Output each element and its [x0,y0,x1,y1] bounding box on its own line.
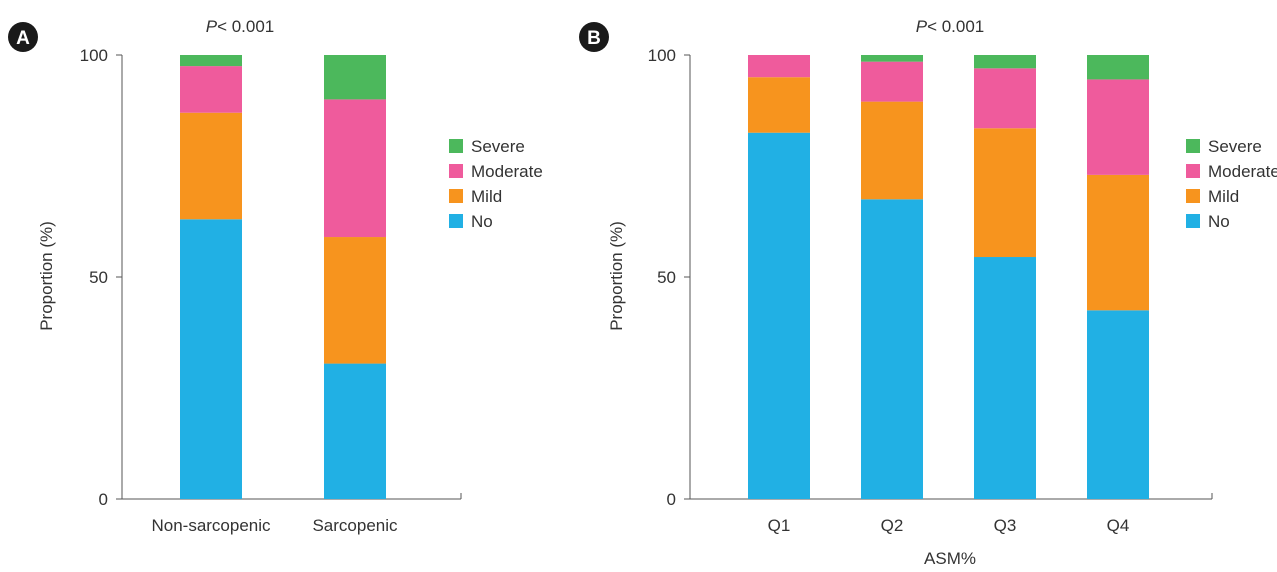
bar-b-q1-no [748,132,810,499]
legend-b: Severe Moderate Mild No [1186,137,1277,231]
legend-label-b-no: No [1208,212,1230,231]
legend-label-b-mild: Mild [1208,187,1239,206]
bar-b-q1-moderate [748,55,810,78]
p-value-a-text: < 0.001 [217,17,274,36]
y-tick-label-a-0: 0 [99,490,108,509]
bar-b-q1-mild [748,77,810,133]
bar-b-q4-mild [1087,174,1149,311]
panel-badge-b: B [579,22,609,52]
bar-a-non-sarcopenic-severe [180,55,242,67]
bar-a-non-sarcopenic-no [180,219,242,499]
y-ticks-a: 0 50 100 [80,46,122,509]
legend-swatch-a-moderate [449,164,463,178]
legend-swatch-b-severe [1186,139,1200,153]
legend-swatch-b-mild [1186,189,1200,203]
x-axis-title-b: ASM% [924,549,976,568]
x-tick-label-b-q2: Q2 [881,516,904,535]
bars-b [748,55,1149,500]
bar-a-sarcopenic-moderate [324,99,386,238]
p-value-b-text: < 0.001 [927,17,984,36]
legend-swatch-a-mild [449,189,463,203]
x-categories-b: Q1 Q2 Q3 Q4 [768,516,1130,535]
bar-a-sarcopenic-no [324,363,386,499]
bar-b-q4-no [1087,310,1149,499]
y-tick-label-b-100: 100 [648,46,676,65]
bars-a [180,55,386,499]
bar-b-q2-severe [861,55,923,62]
x-tick-label-a-non-sarcopenic: Non-sarcopenic [151,516,271,535]
legend-swatch-b-moderate [1186,164,1200,178]
legend-label-a-no: No [471,212,493,231]
panel-badge-a: A [8,22,38,52]
y-axis-title-a: Proportion (%) [37,221,56,331]
p-value-a: P< 0.001 [206,17,275,36]
bar-b-q2-moderate [861,61,923,102]
y-tick-label-b-0: 0 [667,490,676,509]
legend-label-b-moderate: Moderate [1208,162,1277,181]
y-tick-label-a-50: 50 [89,268,108,287]
legend-label-b-severe: Severe [1208,137,1262,156]
x-categories-a: Non-sarcopenic Sarcopenic [151,516,398,535]
x-tick-label-b-q4: Q4 [1107,516,1130,535]
bar-b-q4-severe [1087,55,1149,80]
legend-a: Severe Moderate Mild No [449,137,543,231]
bar-a-sarcopenic-mild [324,237,386,364]
x-tick-label-a-sarcopenic: Sarcopenic [312,516,398,535]
bar-b-q2-no [861,199,923,500]
x-tick-label-b-q3: Q3 [994,516,1017,535]
legend-label-a-moderate: Moderate [471,162,543,181]
legend-swatch-b-no [1186,214,1200,228]
bar-b-q3-mild [974,128,1036,258]
y-tick-label-a-100: 100 [80,46,108,65]
bar-b-q4-moderate [1087,79,1149,175]
bar-b-q3-severe [974,55,1036,69]
bar-b-q2-mild [861,101,923,200]
legend-swatch-a-severe [449,139,463,153]
p-value-b: P< 0.001 [916,17,985,36]
legend-swatch-a-no [449,214,463,228]
bar-a-non-sarcopenic-mild [180,112,242,220]
bar-b-q3-no [974,257,1036,499]
panel-badge-b-text: B [587,28,601,49]
p-value-b-symbol: P [916,17,928,36]
bar-a-sarcopenic-severe [324,55,386,100]
panel-badge-a-text: A [16,28,30,49]
bar-a-non-sarcopenic-moderate [180,66,242,113]
p-value-a-symbol: P [206,17,218,36]
legend-label-a-mild: Mild [471,187,502,206]
y-ticks-b: 0 50 100 [648,46,690,509]
x-tick-label-b-q1: Q1 [768,516,791,535]
y-axis-title-b: Proportion (%) [607,221,626,331]
panel-b: B P< 0.001 Proportion (%) ASM% 0 50 100 Q1… [579,17,1277,568]
y-tick-label-b-50: 50 [657,268,676,287]
bar-b-q3-moderate [974,68,1036,129]
legend-label-a-severe: Severe [471,137,525,156]
panel-a: A P< 0.001 Proportion (%) 0 50 100 Non-sar… [8,17,543,535]
